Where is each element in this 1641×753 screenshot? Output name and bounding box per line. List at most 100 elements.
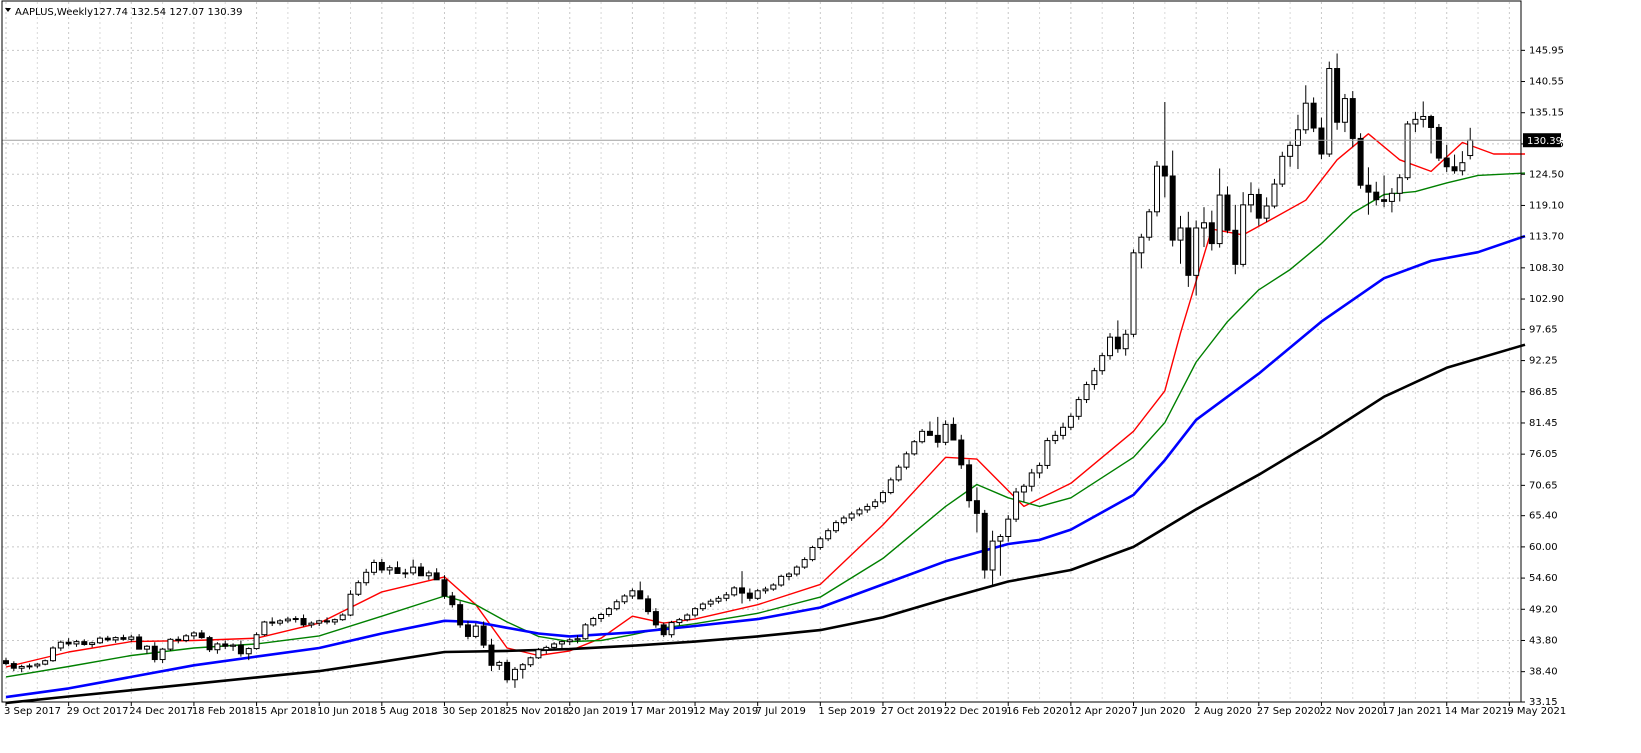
candle[interactable] — [1177, 215, 1184, 264]
candle[interactable] — [18, 664, 25, 673]
candle[interactable] — [49, 646, 56, 662]
candle[interactable] — [425, 570, 432, 580]
candles[interactable] — [3, 53, 1474, 688]
candle[interactable] — [989, 530, 996, 587]
candle[interactable] — [793, 565, 800, 577]
candle[interactable] — [926, 421, 933, 436]
candle[interactable] — [1200, 207, 1207, 248]
candle[interactable] — [511, 667, 518, 688]
candle[interactable] — [363, 568, 370, 586]
candle[interactable] — [1318, 117, 1325, 160]
candle[interactable] — [801, 557, 808, 569]
candle[interactable] — [277, 619, 284, 626]
candle[interactable] — [1146, 208, 1153, 241]
candle[interactable] — [159, 647, 166, 664]
candle[interactable] — [1122, 329, 1129, 356]
candle[interactable] — [449, 591, 456, 608]
candle[interactable] — [770, 583, 777, 591]
candle[interactable] — [214, 642, 221, 654]
candle[interactable] — [1326, 61, 1333, 157]
candle[interactable] — [997, 534, 1004, 576]
candle[interactable] — [34, 663, 41, 669]
candle[interactable] — [371, 559, 378, 576]
candle[interactable] — [1067, 413, 1074, 431]
candle[interactable] — [284, 616, 291, 624]
candle[interactable] — [96, 636, 103, 644]
candle[interactable] — [300, 614, 307, 627]
candle[interactable] — [1240, 192, 1247, 267]
candle[interactable] — [911, 440, 918, 456]
candle[interactable] — [316, 619, 323, 627]
candle[interactable] — [934, 416, 941, 448]
candle[interactable] — [1388, 188, 1395, 213]
candle[interactable] — [167, 638, 174, 651]
candle[interactable] — [1138, 233, 1145, 269]
candle[interactable] — [1247, 182, 1254, 213]
candle[interactable] — [331, 618, 338, 625]
candle[interactable] — [598, 612, 605, 622]
candle[interactable] — [394, 561, 401, 574]
candle[interactable] — [966, 459, 973, 508]
candle[interactable] — [230, 643, 237, 651]
candle[interactable] — [1279, 151, 1286, 187]
candle[interactable] — [42, 659, 49, 666]
candle[interactable] — [731, 586, 738, 597]
candle[interactable] — [175, 636, 182, 644]
candle[interactable] — [1381, 175, 1388, 208]
candle[interactable] — [1341, 93, 1348, 133]
candle[interactable] — [206, 635, 213, 653]
candle[interactable] — [879, 490, 886, 505]
candle[interactable] — [355, 580, 362, 596]
candle[interactable] — [1443, 144, 1450, 172]
candle[interactable] — [1294, 114, 1301, 170]
candle[interactable] — [1114, 320, 1121, 353]
candle[interactable] — [339, 613, 346, 621]
candle[interactable] — [535, 647, 542, 659]
candle[interactable] — [3, 657, 9, 666]
candle[interactable] — [551, 642, 558, 650]
candle[interactable] — [840, 515, 847, 525]
candle[interactable] — [1083, 381, 1090, 404]
candle[interactable] — [817, 536, 824, 550]
candle[interactable] — [89, 641, 96, 648]
candle[interactable] — [1334, 53, 1341, 130]
candle[interactable] — [1412, 111, 1419, 133]
candle[interactable] — [872, 498, 879, 509]
candle[interactable] — [292, 616, 299, 623]
candle[interactable] — [919, 429, 926, 444]
candle[interactable] — [324, 617, 331, 625]
candle[interactable] — [104, 635, 111, 642]
candle[interactable] — [1052, 430, 1059, 445]
candle[interactable] — [1428, 114, 1435, 154]
candle[interactable] — [1310, 97, 1317, 133]
candle[interactable] — [582, 623, 589, 640]
candle[interactable] — [754, 589, 761, 601]
candle[interactable] — [848, 511, 855, 521]
candle[interactable] — [410, 559, 417, 576]
candle[interactable] — [856, 507, 863, 517]
candle[interactable] — [1020, 483, 1027, 502]
candle[interactable] — [629, 588, 636, 599]
candle[interactable] — [621, 594, 628, 605]
candle[interactable] — [1075, 396, 1082, 420]
candle[interactable] — [496, 660, 503, 670]
candle[interactable] — [652, 608, 659, 628]
candle[interactable] — [1287, 141, 1294, 167]
candle[interactable] — [684, 613, 691, 622]
candle[interactable] — [715, 595, 722, 604]
candle[interactable] — [1044, 437, 1051, 469]
candle[interactable] — [590, 616, 597, 627]
candle[interactable] — [950, 417, 957, 441]
chart-header[interactable]: AAPLUS,Weekly 127.74 132.54 127.07 130.3… — [5, 7, 243, 18]
candle[interactable] — [1302, 85, 1309, 134]
candle[interactable] — [864, 503, 871, 513]
candle[interactable] — [762, 586, 769, 594]
candle[interactable] — [1130, 249, 1137, 338]
candle[interactable] — [1161, 102, 1168, 198]
candle[interactable] — [786, 572, 792, 581]
candle[interactable] — [1193, 220, 1200, 296]
candle[interactable] — [527, 656, 534, 668]
candle[interactable] — [1060, 422, 1067, 440]
candle[interactable] — [433, 568, 440, 581]
